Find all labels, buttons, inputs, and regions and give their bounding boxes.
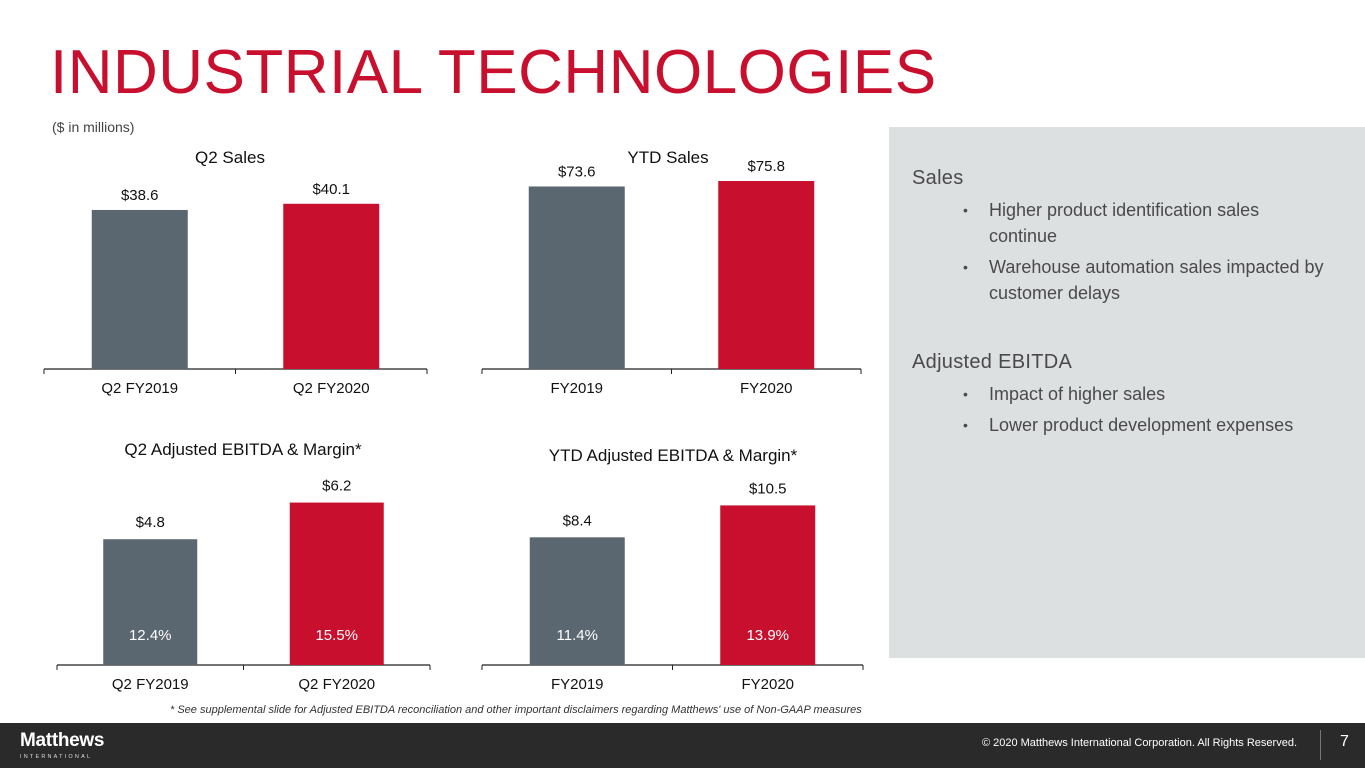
page-title: INDUSTRIAL TECHNOLOGIES — [50, 38, 937, 107]
chart-title: YTD Adjusted EBITDA & Margin* — [548, 446, 798, 465]
bullet-icon: • — [963, 417, 968, 433]
x-tick-label: FY2019 — [550, 380, 603, 397]
bullet-icon: • — [963, 259, 968, 275]
logo-subtitle: INTERNATIONAL — [20, 754, 93, 760]
bullet-icon: • — [963, 202, 968, 218]
x-tick-label: FY2019 — [551, 676, 604, 693]
matthews-logo: Matthews INTERNATIONAL — [20, 730, 105, 761]
chart-title: Q2 Adjusted EBITDA & Margin* — [124, 440, 362, 459]
bullet-item: • Warehouse automation sales impacted by … — [889, 254, 1329, 306]
margin-label: 11.4% — [557, 627, 598, 644]
x-tick-label: Q2 FY2020 — [298, 676, 375, 693]
bullet-icon: • — [963, 386, 968, 402]
bullet-item: • Impact of higher sales — [889, 381, 1329, 407]
chart-title: Q2 Sales — [195, 148, 265, 167]
value-label: $38.6 — [121, 187, 159, 204]
value-label: $73.6 — [558, 163, 596, 180]
section-heading-sales: Sales — [912, 167, 964, 189]
x-tick-label: FY2020 — [740, 380, 793, 397]
chart-title: YTD Sales — [627, 148, 709, 167]
x-tick-label: Q2 FY2019 — [112, 676, 189, 693]
margin-label: 13.9% — [746, 627, 789, 644]
margin-label: 15.5% — [315, 627, 358, 644]
bullet-item: • Higher product identification sales con… — [889, 197, 1329, 249]
value-label: $6.2 — [322, 478, 351, 495]
chart-q2-ebitda-svg: $4.8 Q2 FY2019 12.4% $6.2 Q2 FY2020 15.5% — [56, 478, 431, 693]
chart-ytd-sales-svg: $73.6 FY2019 $75.8 FY2020 — [481, 158, 862, 397]
value-label: $4.8 — [136, 514, 165, 531]
units-subtitle: ($ in millions) — [52, 119, 135, 135]
bar-q2-fy2019 — [91, 209, 188, 369]
ebitda-bullets: • Impact of higher sales • Lower product d… — [889, 381, 1365, 443]
bar-q2-fy2020 — [289, 502, 384, 665]
bar-q2-fy2019 — [103, 539, 198, 665]
logo-name: Matthews — [20, 730, 105, 751]
bar-q2-fy2020 — [283, 203, 380, 369]
bar-fy2020 — [720, 505, 816, 665]
non-gaap-footnote: * See supplemental slide for Adjusted EB… — [170, 704, 862, 716]
bullet-item: • Lower product development expenses — [889, 412, 1329, 438]
section-heading-ebitda: Adjusted EBITDA — [912, 351, 1073, 373]
commentary-panel: Sales • Higher product identification sal… — [889, 127, 1365, 658]
value-label: $8.4 — [563, 512, 592, 529]
value-label: $40.1 — [312, 181, 350, 198]
x-tick-label: Q2 FY2020 — [293, 380, 370, 397]
sales-bullets: • Higher product identification sales con… — [889, 197, 1365, 311]
bar-fy2020 — [718, 181, 815, 369]
bar-fy2019 — [529, 537, 625, 665]
footer-divider — [1320, 730, 1321, 760]
page-number: 7 — [1340, 733, 1349, 750]
bar-fy2019 — [528, 186, 625, 369]
margin-label: 12.4% — [129, 627, 172, 644]
copyright-text: © 2020 Matthews International Corporatio… — [981, 737, 1297, 749]
chart-q2-sales-svg: $38.6 Q2 FY2019 $40.1 Q2 FY2020 — [43, 181, 428, 397]
x-tick-label: FY2020 — [741, 676, 794, 693]
value-label: $75.8 — [747, 158, 785, 175]
footer-bar: Matthews INTERNATIONAL © 2020 Matthews I… — [0, 723, 1365, 768]
chart-ytd-ebitda-svg: $8.4 FY2019 11.4% $10.5 FY2020 13.9% — [481, 480, 864, 693]
x-tick-label: Q2 FY2019 — [101, 380, 178, 397]
value-label: $10.5 — [749, 480, 787, 497]
